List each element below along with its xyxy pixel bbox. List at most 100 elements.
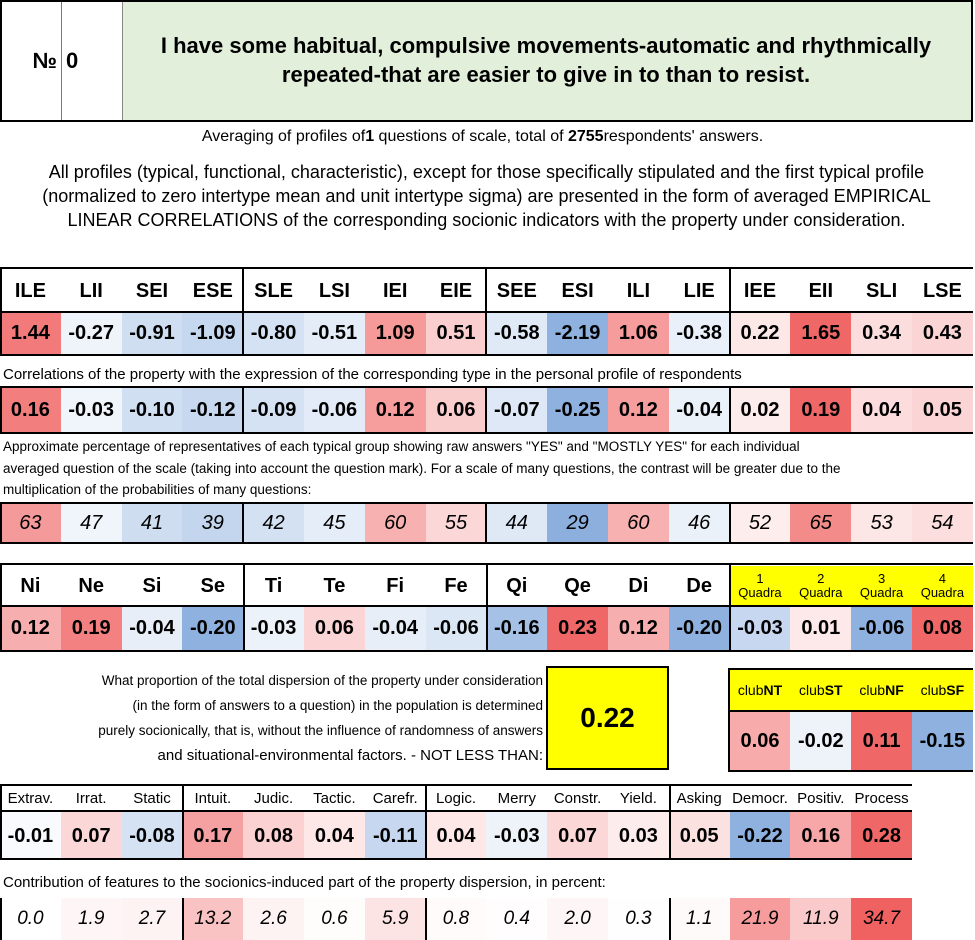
trait-value-asking: 0.05	[668, 812, 730, 860]
trait-value-process: 0.28	[851, 812, 912, 860]
club-value-nf: 0.11	[851, 712, 912, 770]
function-value-ni: 0.12	[0, 606, 61, 650]
club-value-st: -0.02	[790, 712, 852, 770]
dispersion-value: 0.22	[546, 666, 669, 770]
club-name: SF	[946, 682, 965, 698]
type-correlation-sei: -0.10	[121, 388, 183, 432]
trait-value-merry: -0.03	[486, 812, 548, 860]
types-corr-bottom-border	[0, 432, 973, 434]
quadra-number: 3	[877, 571, 886, 586]
club-name: NF	[885, 682, 904, 698]
trait-contribution-positiv: 11.9	[790, 898, 852, 940]
questions-count: 1	[365, 128, 375, 145]
quadra-header-3: 3 Quadra	[851, 566, 912, 606]
dispersion-line-1: What proportion of the total dispersion …	[101, 673, 543, 688]
type-normalized-ili: 1.06	[608, 312, 669, 354]
types-group-divider	[0, 504, 2, 543]
type-correlation-iei: 0.12	[364, 388, 426, 432]
type-percent-see: 44	[486, 504, 548, 542]
trait-header-irrat: Irrat.	[75, 789, 107, 807]
traits-group-divider	[425, 898, 427, 940]
function-value-qe: 0.23	[547, 606, 608, 650]
clubs-left-border	[728, 668, 730, 772]
type-percent-lie: 46	[668, 504, 730, 542]
types-group-divider	[242, 504, 244, 543]
trait-header-tactic: Tactic.	[313, 789, 356, 807]
types-pct-top-border	[0, 502, 973, 504]
trait-contribution-irrat: 1.9	[60, 898, 122, 940]
trait-header-positiv: Positiv.	[797, 789, 845, 807]
respondents-count: 2755	[567, 128, 604, 145]
trait-contribution-tactic: 0.6	[304, 898, 365, 940]
clubs-header-border	[728, 710, 973, 712]
type-percent-eii: 65	[790, 504, 852, 542]
trait-value-yield: 0.03	[608, 812, 669, 860]
type-percent-lse: 54	[912, 504, 973, 542]
trait-header-process: Process	[854, 789, 909, 807]
club-header-nf: club NF	[851, 670, 912, 710]
trait-value-tactic: 0.04	[304, 812, 365, 860]
club-prefix: club	[920, 682, 947, 698]
type-header-iei: IEI	[382, 279, 408, 302]
trait-contribution-constr: 2.0	[547, 898, 608, 940]
averaging-suffix: respondents' answers.	[603, 128, 764, 145]
type-normalized-eii: 1.65	[790, 312, 852, 354]
dispersion-line-2: (in the form of answers to a question) i…	[132, 698, 543, 713]
trait-value-democr: -0.22	[729, 812, 791, 860]
type-correlation-esi: -0.25	[547, 388, 608, 432]
trait-value-irrat: 0.07	[60, 812, 122, 860]
type-normalized-lii: -0.27	[60, 312, 122, 354]
trait-contribution-static: 2.7	[121, 898, 183, 940]
quadra-value-1: -0.03	[729, 606, 791, 650]
clubs-top-border	[728, 668, 973, 670]
types-row-border	[0, 354, 973, 356]
quadra-header-1: 1 Quadra	[729, 566, 791, 606]
traits-top-border	[0, 784, 912, 786]
trait-header-constr: Constr.	[553, 789, 602, 807]
trait-header-judic: Judic.	[253, 789, 294, 807]
type-header-sli: SLI	[866, 279, 898, 302]
function-header-ni: Ni	[20, 574, 41, 597]
type-header-lie: LIE	[683, 279, 715, 302]
functions-group-divider	[486, 565, 488, 651]
type-percent-iei: 60	[364, 504, 426, 542]
quadra-header-4: 4 Quadra	[912, 566, 973, 606]
type-normalized-lie: -0.38	[668, 312, 730, 354]
trait-value-static: -0.08	[121, 812, 183, 860]
type-normalized-sli: 0.34	[851, 312, 912, 354]
types-group-divider	[485, 504, 487, 543]
trait-contribution-judic: 2.6	[243, 898, 304, 940]
type-normalized-eie: 0.51	[425, 312, 487, 354]
types-group-divider	[485, 269, 487, 355]
function-header-se: Se	[200, 574, 226, 597]
traits-header-border	[0, 810, 912, 812]
type-header-ili: ILI	[626, 279, 651, 302]
types-pct-bottom-border	[0, 542, 973, 544]
function-header-ne: Ne	[78, 574, 104, 597]
type-header-ese: ESE	[192, 279, 233, 302]
club-prefix: club	[799, 682, 825, 698]
type-correlation-lii: -0.03	[60, 388, 122, 432]
type-correlation-sli: 0.04	[851, 388, 912, 432]
type-percent-ile: 63	[0, 504, 61, 542]
club-header-sf: club SF	[912, 670, 973, 710]
type-correlation-see: -0.07	[486, 388, 548, 432]
question-number-label: №	[32, 48, 57, 73]
type-normalized-sei: -0.91	[121, 312, 183, 354]
type-header-ile: ILE	[14, 279, 46, 302]
trait-value-judic: 0.08	[243, 812, 304, 860]
type-normalized-ile: 1.44	[0, 312, 61, 354]
dispersion-text: What proportion of the total dispersion …	[40, 668, 543, 770]
question-text-panel	[122, 2, 971, 120]
averaging-prefix: Averaging of profiles of	[201, 128, 366, 145]
function-header-ti: Ti	[264, 574, 283, 597]
function-header-fi: Fi	[386, 574, 405, 597]
type-percent-ese: 39	[182, 504, 244, 542]
question-number-value: 0	[66, 48, 79, 73]
quadra-word: Quadra	[920, 585, 965, 600]
function-value-qi: -0.16	[486, 606, 548, 650]
type-normalized-lse: 0.43	[912, 312, 973, 354]
type-percent-sei: 41	[121, 504, 183, 542]
quadra-word: Quadra	[799, 585, 843, 600]
functions-bottom-border	[0, 650, 973, 652]
